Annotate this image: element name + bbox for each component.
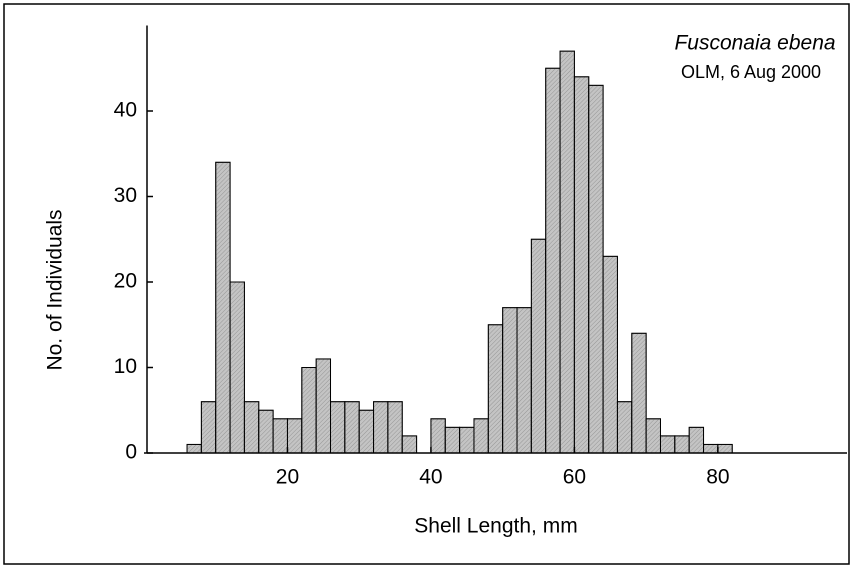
- bar-hatch: [645, 418, 661, 454]
- bar-hatch: [717, 443, 733, 454]
- y-axis-title: No. of Individuals: [44, 209, 67, 370]
- bar-hatch: [387, 401, 403, 454]
- x-tick-label: 20: [276, 466, 299, 489]
- y-tick-label: 40: [114, 99, 137, 122]
- frame: [3, 3, 850, 565]
- bar-hatch: [602, 255, 618, 454]
- bar-hatch: [215, 161, 231, 454]
- bar-hatch: [588, 84, 604, 454]
- bar-hatch: [473, 418, 489, 454]
- bar-hatch: [530, 238, 547, 454]
- bar-hatch: [573, 76, 590, 454]
- y-tick-label: 30: [114, 184, 137, 207]
- bar-hatch: [330, 401, 346, 454]
- bar-hatch: [688, 426, 705, 454]
- bar-hatch: [229, 281, 245, 454]
- bar-hatch: [703, 443, 719, 454]
- bar-hatch: [444, 426, 461, 454]
- bar-hatch: [358, 409, 375, 454]
- bar-hatch: [301, 367, 317, 454]
- bar-hatch: [631, 332, 647, 454]
- bar-hatch: [186, 443, 202, 454]
- bar-hatch: [516, 307, 532, 454]
- y-tick-label: 20: [114, 270, 137, 293]
- x-tick-label: 40: [419, 466, 442, 489]
- bar-hatch: [272, 418, 288, 454]
- x-axis-title: Shell Length, mm: [414, 515, 577, 538]
- bar-hatch: [487, 324, 504, 454]
- bar-hatch: [200, 401, 217, 454]
- x-tick-label: 80: [706, 466, 729, 489]
- y-tick-label: 0: [125, 441, 137, 464]
- bar-hatch: [559, 50, 575, 454]
- bar-hatch: [286, 418, 303, 454]
- species-annotation: Fusconaia ebena: [674, 32, 835, 55]
- bar-hatch: [430, 418, 446, 454]
- bar-hatch: [459, 426, 475, 454]
- bar-hatch: [258, 409, 274, 454]
- y-tick-label: 10: [114, 355, 137, 378]
- bar-hatch: [502, 307, 518, 454]
- bar-hatch: [616, 401, 633, 454]
- bar-hatch: [315, 358, 332, 454]
- bar-hatch: [373, 401, 389, 454]
- bar-hatch: [659, 435, 676, 454]
- x-tick-label: 60: [563, 466, 586, 489]
- bar-hatch: [344, 401, 360, 454]
- bar-hatch: [401, 435, 418, 454]
- site-annotation: OLM, 6 Aug 2000: [681, 62, 821, 82]
- bar-hatch: [243, 401, 260, 454]
- bar-hatch: [545, 67, 561, 454]
- bar-hatch: [674, 435, 690, 454]
